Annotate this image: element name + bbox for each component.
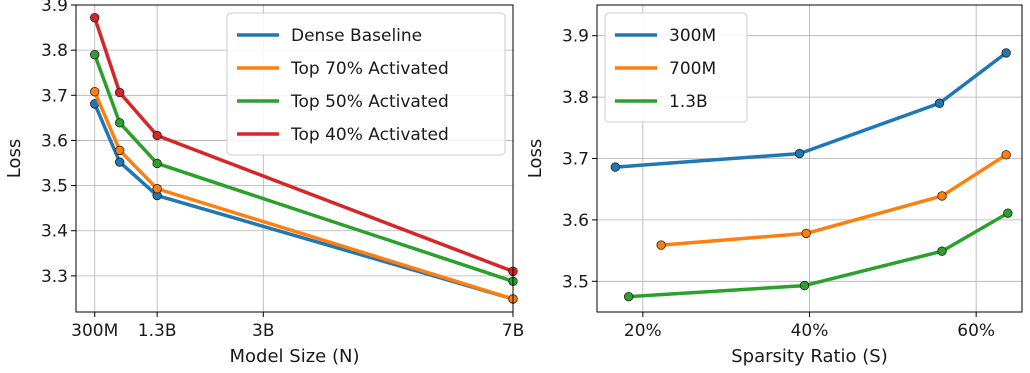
x-tick-label: 300M xyxy=(71,321,118,341)
y-tick-label: 3.5 xyxy=(562,272,589,292)
data-point-top-50-activated xyxy=(114,118,125,128)
series-line-300m xyxy=(613,51,1008,169)
data-point-300m xyxy=(610,162,621,172)
plot-frame xyxy=(75,4,514,313)
legend-box xyxy=(226,12,506,156)
data-point-300m xyxy=(934,98,945,108)
x-tick-label: 3B xyxy=(252,321,274,341)
legend-box xyxy=(604,12,748,123)
x-tick-label: 7B xyxy=(502,321,524,341)
y-tick-label: 3.6 xyxy=(562,211,589,231)
data-point-top-70-activated xyxy=(152,184,162,194)
legend-label-1-3b: 1.3B xyxy=(669,92,708,112)
series-line-top-70-activated xyxy=(92,89,515,301)
data-point-300m xyxy=(1001,48,1011,58)
data-point-top-50-activated xyxy=(152,158,162,169)
x-axis-title: Model Size (N) xyxy=(230,346,360,367)
legend: Dense Baseline Top 70% Activated Top 50% A… xyxy=(226,12,506,156)
chart-right-sparsity-ratio: 20% 40% 60% 3.5 3.6 3.7 3.8 3.9 Sparsity Ratio (… xyxy=(525,4,1023,367)
series-line-top-40-activated xyxy=(92,15,515,274)
y-tick-label: 3.9 xyxy=(562,27,589,47)
chart-left-model-size: 300M 1.3B 3B 7B 3.3 3.4 3.5 3.6 3.7 3.8 3.9 Model S… xyxy=(4,0,524,367)
legend-label-700m: 700M xyxy=(669,59,716,79)
series-line-700m xyxy=(659,153,1008,247)
legend: 300M 700M 1.3B xyxy=(604,12,748,123)
y-tick-label: 3.7 xyxy=(41,86,68,106)
y-tick-label: 3.4 xyxy=(41,222,68,242)
x-tick-label: 40% xyxy=(791,321,829,341)
data-point-1-3b xyxy=(1003,208,1013,218)
legend-label-top-50-activated: Top 50% Activated xyxy=(290,92,449,112)
x-tick-label: 1.3B xyxy=(138,321,177,341)
legend-label-top-40-activated: Top 40% Activated xyxy=(290,125,449,145)
data-point-dense-baseline xyxy=(114,157,125,167)
legend-label-dense-baseline: Dense Baseline xyxy=(291,26,422,46)
data-point-top-70-activated xyxy=(90,86,100,97)
data-point-700m xyxy=(1001,150,1011,160)
y-axis-title: Loss xyxy=(525,139,546,178)
data-point-top-40-activated xyxy=(90,12,100,23)
data-point-top-50-activated xyxy=(90,49,100,60)
x-tick-label: 20% xyxy=(624,321,662,341)
series-line-1-3b xyxy=(626,211,1010,299)
legend-label-top-70-activated: Top 70% Activated xyxy=(290,59,449,79)
y-tick-label: 3.8 xyxy=(41,41,68,61)
x-tick-label: 60% xyxy=(957,321,995,341)
y-tick-label: 3.9 xyxy=(41,0,68,16)
data-point-700m xyxy=(656,240,666,250)
y-tick-label: 3.3 xyxy=(41,267,68,287)
series-line-dense-baseline xyxy=(92,102,515,301)
x-axis-title: Sparsity Ratio (S) xyxy=(731,346,888,367)
data-point-700m xyxy=(801,228,811,239)
data-point-700m xyxy=(937,191,947,201)
data-point-top-70-activated xyxy=(114,145,125,156)
y-tick-label: 3.6 xyxy=(41,131,68,151)
data-point-1-3b xyxy=(937,246,947,256)
data-point-300m xyxy=(794,148,805,159)
y-tick-label: 3.7 xyxy=(562,150,589,170)
data-point-top-40-activated xyxy=(114,87,125,98)
series-line-top-50-activated xyxy=(92,52,515,284)
data-point-1-3b xyxy=(623,291,634,302)
y-tick-label: 3.8 xyxy=(562,88,589,108)
data-point-top-40-activated xyxy=(152,130,162,141)
data-point-1-3b xyxy=(799,280,810,291)
y-axis-title: Loss xyxy=(4,139,25,178)
legend-label-300m: 300M xyxy=(669,26,716,46)
y-tick-label: 3.5 xyxy=(41,177,68,197)
